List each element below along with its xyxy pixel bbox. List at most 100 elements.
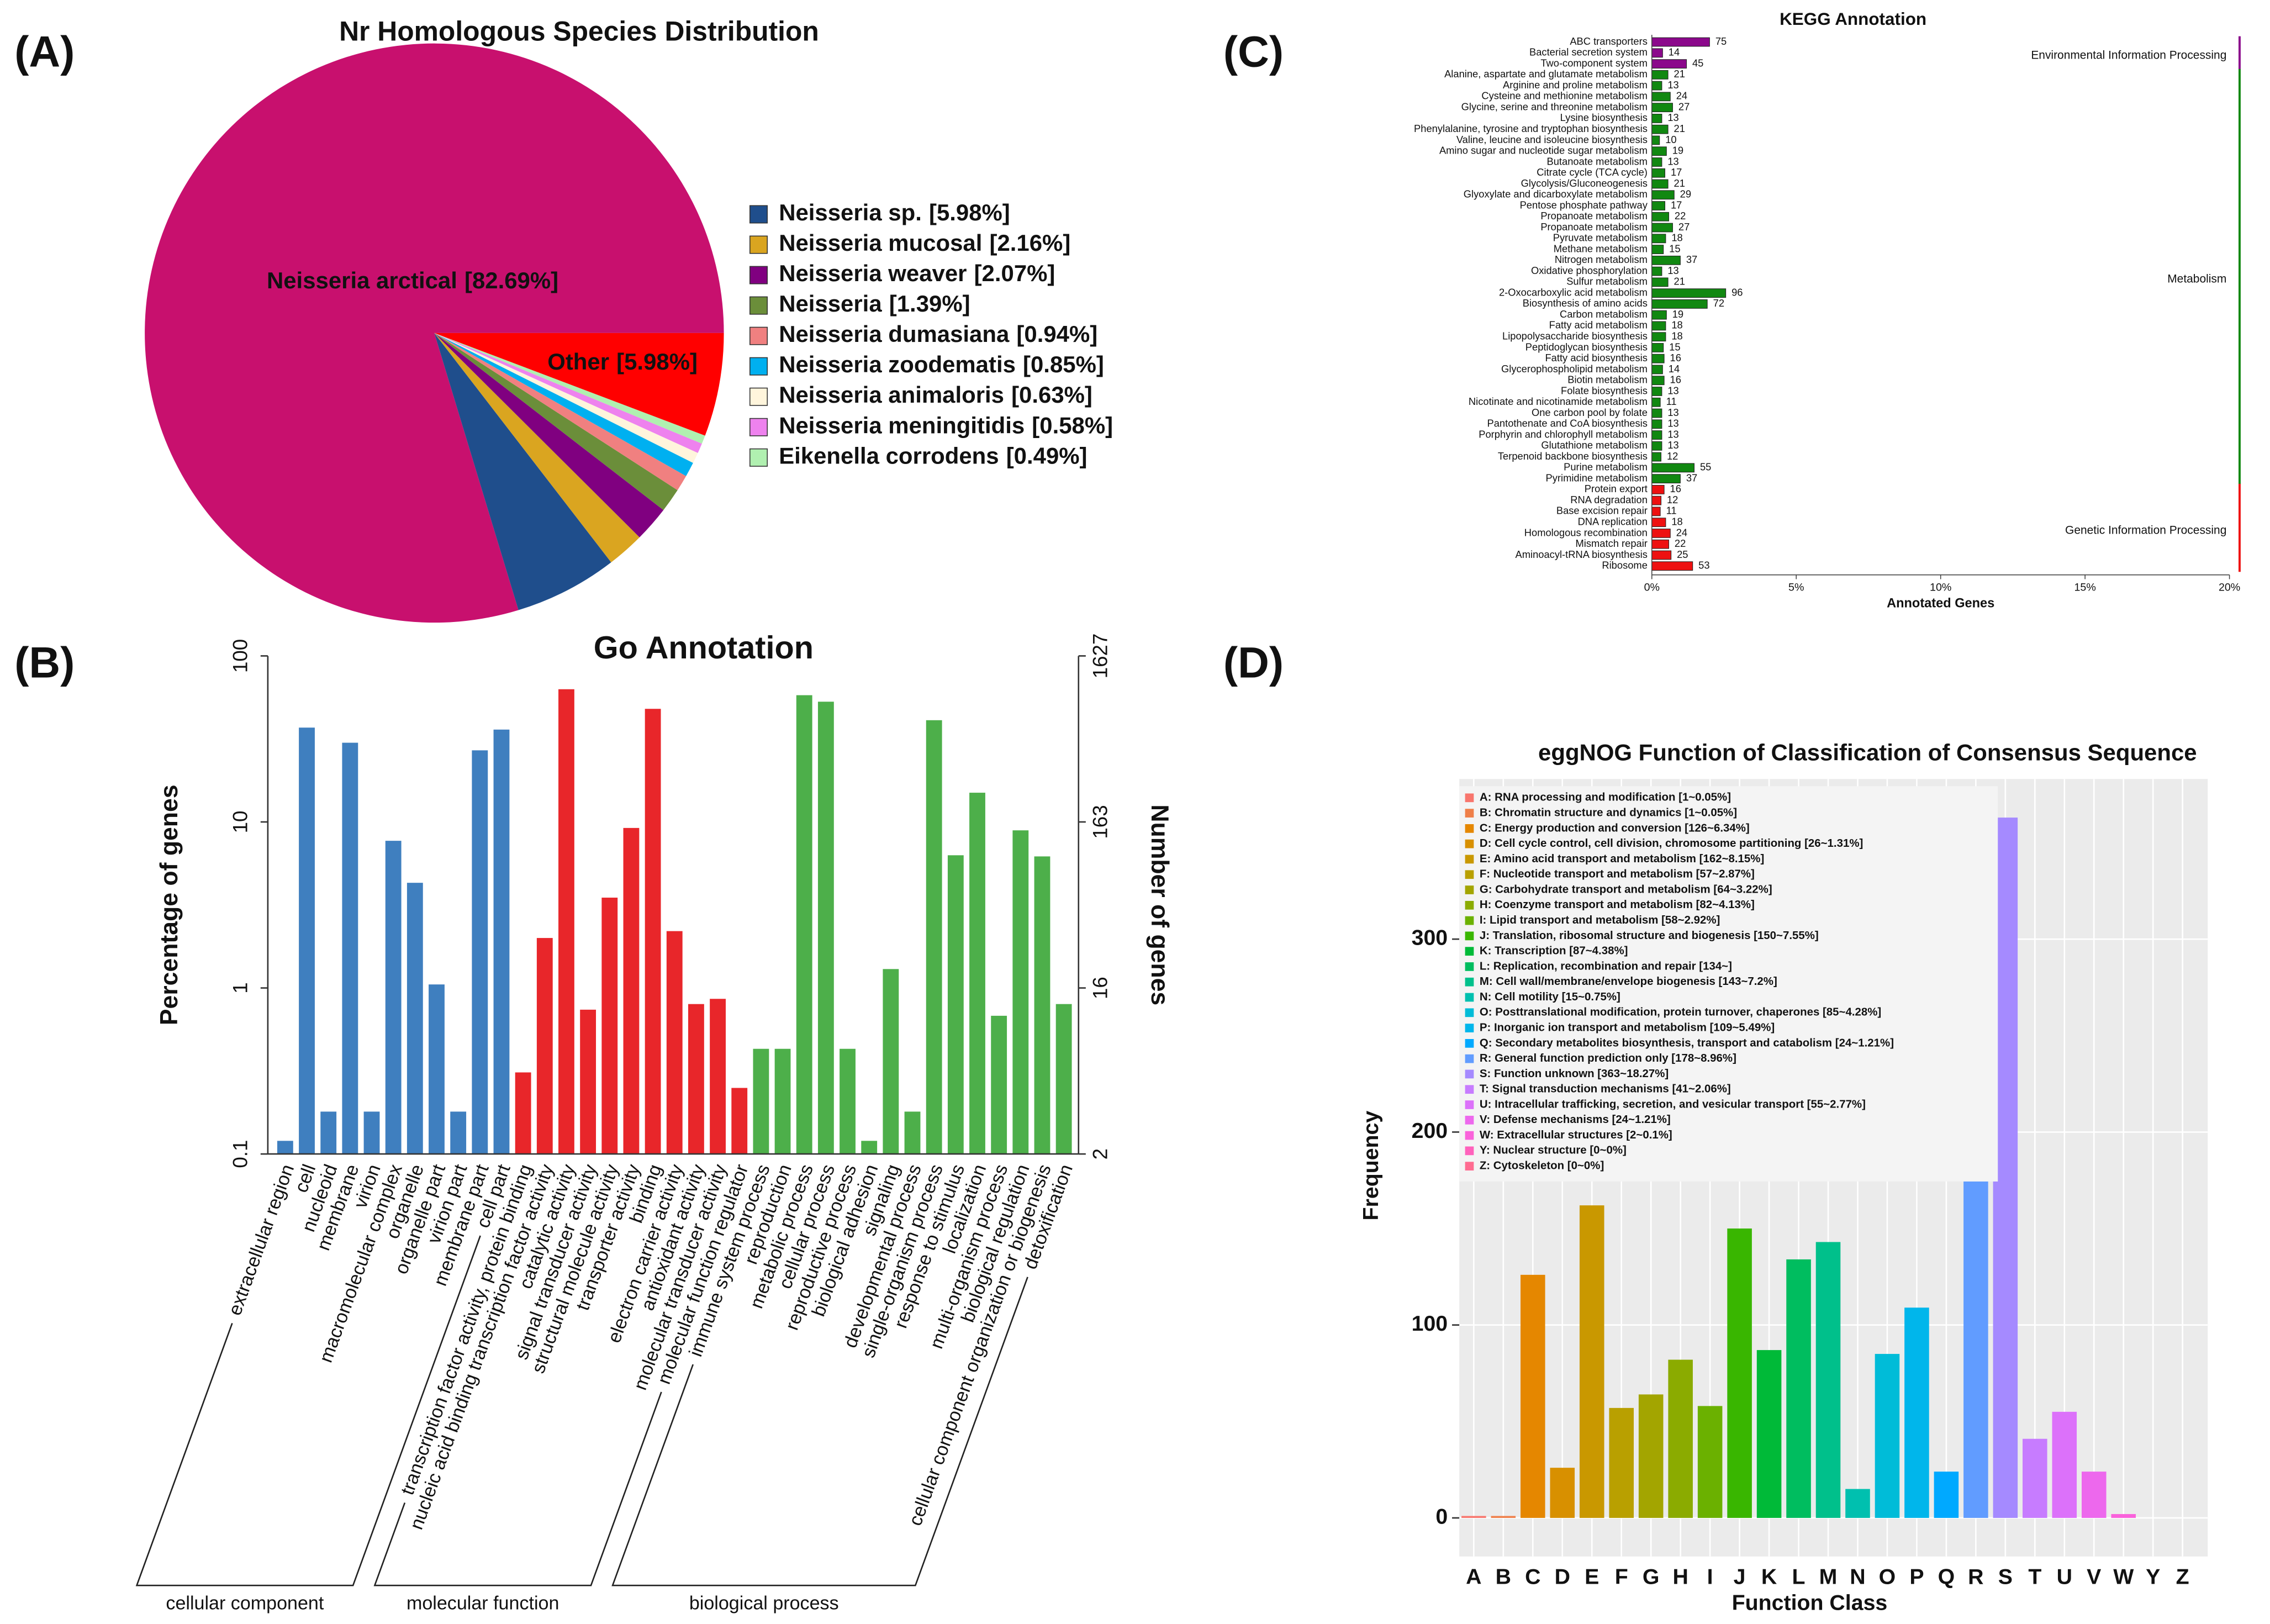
legend-label: Neisseria weaver [2.07%] [779,260,1055,286]
panel-label: (D) [1223,639,1284,687]
bar [1651,474,1681,483]
bar [645,709,661,1154]
pie-slice [434,333,705,444]
value-label: 16 [1670,483,1681,494]
legend-label: R: General function prediction only [178… [1480,1052,1736,1064]
value-label: 10 [1665,134,1676,145]
bar [363,1111,380,1154]
category-label: Carbon metabolism [1560,308,1648,320]
bar [1651,234,1666,244]
bar [1756,1350,1782,1518]
value-label: 24 [1676,526,1687,538]
bar [1815,1242,1841,1518]
category-name: Neisseria weaver [779,260,967,286]
y2-tick-label: 16 [1089,977,1111,999]
group-label: cellular component [166,1593,324,1614]
legend-swatch [1465,793,1474,803]
bar [1550,1468,1575,1518]
bar [1651,561,1693,571]
value-label: 18 [1671,516,1682,528]
bar [1651,484,1665,494]
value-label: 27 [1678,101,1690,112]
legend-swatch [1465,1085,1474,1094]
legend-swatch [749,326,768,345]
value-label: 14 [1669,363,1680,375]
bar [1651,168,1665,178]
legend-label: M: Cell wall/membrane/envelope biogenesi… [1480,975,1777,988]
value-label: 16 [1670,352,1681,363]
legend-swatch [1465,900,1474,910]
chart-title: eggNOG Function of Classification of Con… [1538,740,2197,766]
value-label: 19 [1672,145,1683,156]
bar [1491,1516,1516,1518]
legend-swatch [749,387,768,406]
x-axis-title: Function Class [1732,1591,1888,1615]
value-label: 72 [1713,297,1724,309]
bar [1651,495,1662,505]
group-label: Genetic Information Processing [2065,524,2226,536]
legend-label: W: Extracellular structures [2~0.1%] [1480,1129,1672,1141]
bar [796,695,812,1154]
x-tick-label: S [1998,1565,2013,1589]
x-tick-label: P [1909,1565,1924,1589]
bar [1651,518,1666,528]
bar [1727,1228,1752,1518]
bar [1651,266,1662,276]
x-tick-label: U [2057,1565,2072,1589]
legend-label: A: RNA processing and modification [1~0.… [1480,791,1731,804]
category-label: Propanoate metabolism [1540,221,1648,233]
legend-swatch [749,448,768,467]
category-name: Neisseria dumasiana [779,321,1010,347]
value-label: [0.94%] [1016,321,1097,347]
legend-swatch [749,296,768,315]
bar [1034,856,1050,1154]
category-label: Glutathione metabolism [1541,439,1648,451]
value-label: 18 [1671,319,1682,331]
value-label: 29 [1680,188,1691,200]
category-label: Lysine biosynthesis [1560,112,1648,123]
bar [1012,830,1029,1154]
category-label: Glyoxylate and dicarboxylate metabolism [1464,188,1648,200]
value-label: 21 [1674,68,1685,80]
category-label: Biotin metabolism [1567,374,1648,386]
x-tick-label: 5% [1788,581,1804,593]
bar [1651,299,1708,309]
category-label: Valine, leucine and isoleucine biosynthe… [1456,134,1648,145]
category-label: Ribosome [1602,560,1648,571]
legend-label: T: Signal transduction mechanisms [41~2.… [1480,1083,1731,1095]
category-label: Citrate cycle (TCA cycle) [1537,166,1648,178]
legend-swatch [1465,962,1474,971]
value-label: 17 [1671,166,1682,178]
value-label: [1.39%] [889,291,970,317]
value-label: [0.49%] [1006,442,1088,468]
category-label: Base excision repair [1556,505,1648,516]
bar [710,999,726,1154]
x-tick-label: O [1879,1565,1896,1589]
panel-label: (B) [14,639,75,687]
bar [1651,529,1671,538]
bar [840,1048,856,1154]
value-label: 13 [1667,155,1678,167]
category-label: Protein export [1585,483,1648,494]
legend-swatch [1465,1024,1474,1032]
legend-swatch [1465,993,1474,1002]
bar [429,984,445,1154]
category-label: Pentose phosphate pathway [1520,199,1648,210]
group-label: molecular function [407,1593,559,1614]
legend-swatch [1465,977,1474,987]
legend-label: L: Replication, recombination and repair… [1480,959,1732,972]
bar [342,742,358,1154]
y-tick-label: 100 [229,639,251,673]
group-bracket [135,1235,481,1586]
pie-slice [434,333,611,610]
legend-swatch [1465,1162,1474,1171]
bar [861,1141,878,1154]
bar [1521,1274,1545,1518]
category-label: Alanine, aspartate and glutamate metabol… [1444,68,1648,80]
legend-swatch [1465,855,1474,864]
bar [2023,1438,2047,1518]
category-label: Porphyrin and chlorophyll metabolism [1479,428,1648,440]
legend-swatch [1465,931,1474,941]
category-label: Purine metabolism [1564,461,1648,473]
